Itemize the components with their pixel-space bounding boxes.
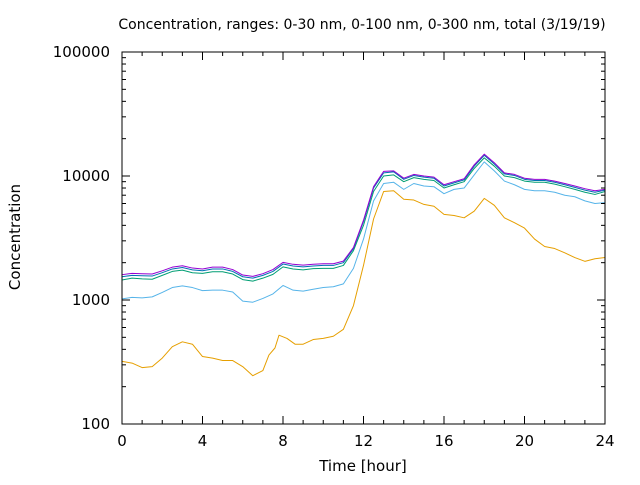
series-layer bbox=[121, 153, 606, 377]
x-tick-label: 16 bbox=[434, 432, 453, 450]
x-axis-label: Time [hour] bbox=[318, 457, 407, 475]
y-tick-label: 100 bbox=[81, 415, 110, 433]
x-tick-label: 4 bbox=[198, 432, 208, 450]
plot-frame bbox=[121, 51, 606, 425]
x-tick-label: 12 bbox=[354, 432, 373, 450]
x-tick-label: 24 bbox=[595, 432, 614, 450]
x-tick-label: 20 bbox=[515, 432, 534, 450]
y-tick-label: 100000 bbox=[53, 43, 110, 61]
series-line-3 bbox=[121, 157, 606, 282]
ticks-layer: 0 4 8 12 16 20 24 100 1000 10000 100000 bbox=[53, 43, 615, 450]
y-tick-label: 10000 bbox=[62, 167, 110, 185]
series-line-5 bbox=[121, 153, 606, 277]
chart-title: Concentration, ranges: 0-30 nm, 0-100 nm… bbox=[118, 17, 605, 33]
x-tick-label: 8 bbox=[278, 432, 288, 450]
series-line-1 bbox=[121, 190, 606, 377]
series-line-4 bbox=[121, 154, 606, 279]
y-axis-label: Concentration bbox=[6, 184, 24, 290]
series-line-2 bbox=[121, 161, 606, 303]
y-tick-label: 1000 bbox=[72, 291, 110, 309]
x-tick-label: 0 bbox=[117, 432, 127, 450]
